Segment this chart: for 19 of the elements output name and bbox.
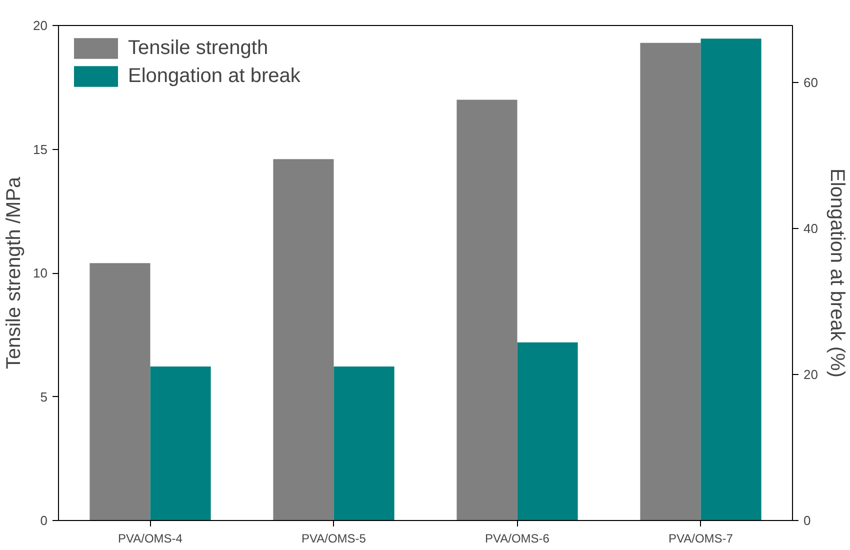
bar	[456, 100, 518, 520]
y-tick-label: 10	[33, 266, 48, 280]
x-tick-label: PVA/OMS-5	[302, 532, 366, 546]
x-tick-label: PVA/OMS-7	[668, 532, 734, 546]
y-tick-label: 5	[40, 389, 48, 404]
y2-tick-label: 40	[804, 220, 818, 236]
legend-label: Tensile strength	[128, 36, 268, 60]
y-tick-label: 15	[33, 142, 48, 157]
bar	[273, 159, 334, 520]
y-axis-title: Tensile strength /MPa	[3, 176, 26, 370]
y-tick-label: 0	[40, 513, 48, 528]
y-tick-label: 20	[33, 18, 48, 33]
y2-tick-label: 20	[804, 366, 818, 382]
x-tick-label: PVA/OMS-6	[485, 532, 550, 546]
y2-axis-title: Elongation at break (%)	[826, 168, 848, 378]
x-tick-label: PVA/OMS-4	[118, 532, 183, 546]
legend-label: Elongation at break	[128, 64, 300, 88]
y2-tick-label: 0	[804, 513, 811, 528]
y2-tick-label: 60	[804, 74, 818, 90]
